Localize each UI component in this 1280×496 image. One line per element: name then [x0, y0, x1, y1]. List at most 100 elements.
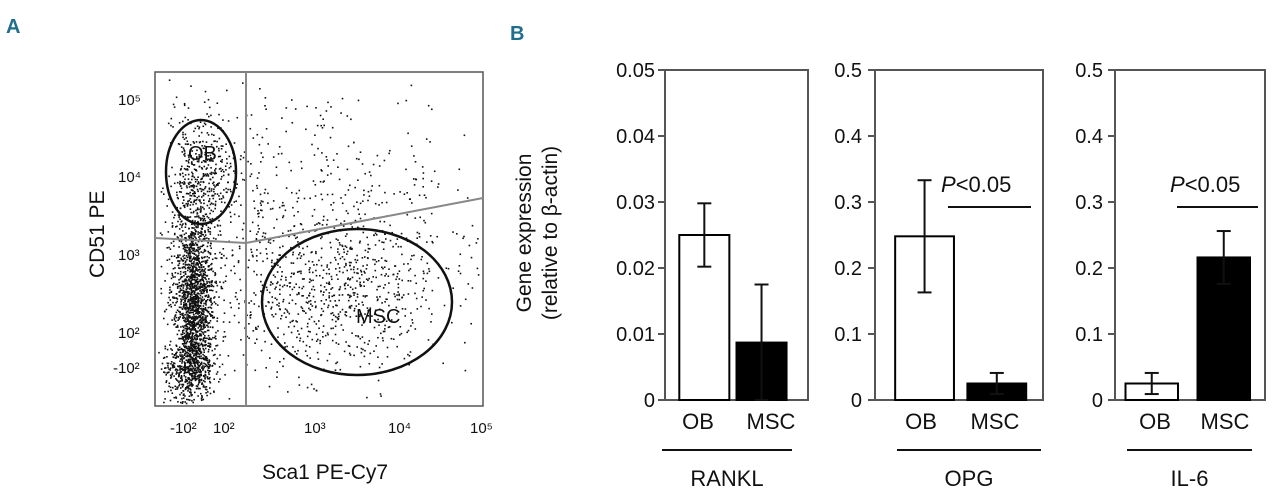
flow-dot: [198, 329, 201, 332]
flow-dot: [271, 283, 274, 285]
flow-dot: [206, 190, 209, 193]
flow-dot: [236, 236, 238, 239]
flow-dot: [344, 313, 346, 316]
y-tick-label: 0.03: [616, 192, 655, 214]
flow-dot: [296, 336, 298, 339]
flow-dot: [178, 291, 180, 293]
flow-dot: [190, 262, 193, 265]
flow-dot: [188, 395, 191, 397]
flow-dot: [343, 220, 346, 222]
flow-dot: [187, 300, 189, 303]
flow-dot: [403, 263, 405, 265]
flow-dot: [372, 276, 374, 278]
flow-dot: [385, 320, 388, 322]
flow-dot: [308, 269, 311, 271]
flow-dot: [204, 307, 207, 309]
flow-dot: [203, 290, 205, 292]
flow-dot: [182, 259, 185, 262]
flow-dot: [187, 347, 189, 350]
flow-dot: [216, 371, 219, 373]
flow-dot: [401, 308, 404, 310]
flow-dot: [190, 302, 193, 305]
flow-dot: [328, 273, 331, 275]
flow-dot: [191, 302, 194, 305]
flow-dot: [201, 286, 204, 289]
flow-dot: [204, 318, 207, 320]
flow-dot: [191, 233, 194, 235]
flow-dot: [229, 188, 231, 191]
flow-dot: [326, 193, 329, 196]
flow-dot: [168, 368, 170, 371]
flow-dot: [216, 304, 219, 306]
flow-dot: [211, 267, 213, 270]
flow-dot: [191, 334, 194, 336]
flow-dot: [392, 338, 395, 340]
flow-dot: [204, 357, 206, 359]
flow-dot: [192, 250, 194, 252]
flow-dot: [426, 262, 429, 265]
flow-dot: [189, 305, 191, 308]
flow-dot: [387, 291, 390, 294]
flow-dot: [255, 238, 258, 240]
flow-dot: [179, 289, 182, 292]
flow-dot: [193, 253, 196, 255]
flow-dot: [200, 152, 203, 154]
flow-dot: [192, 262, 195, 265]
flow-dot: [214, 363, 216, 365]
flow-dot: [166, 356, 168, 358]
flow-dot: [194, 220, 196, 222]
flow-dot: [184, 327, 187, 330]
flow-dot: [173, 255, 176, 257]
flow-dot: [262, 200, 264, 203]
flow-dot: [209, 342, 211, 345]
flow-dot: [193, 192, 195, 195]
flow-dot: [308, 271, 311, 274]
flow-dot: [191, 316, 194, 318]
flow-dot: [227, 120, 230, 122]
flow-dot: [199, 283, 202, 286]
flow-dot: [192, 317, 194, 320]
flow-dot: [214, 353, 216, 356]
flow-dot: [195, 185, 198, 188]
flow-dot: [204, 277, 206, 279]
flow-dot: [346, 115, 349, 117]
flow-dot: [265, 367, 267, 369]
flow-dot: [180, 185, 182, 187]
flow-dot: [198, 378, 201, 381]
flow-dot: [198, 379, 200, 382]
flow-dot: [166, 348, 169, 351]
flow-dot: [321, 236, 323, 238]
flow-dot: [271, 259, 273, 262]
flow-dot: [215, 282, 218, 284]
flow-dot: [186, 250, 188, 252]
flow-dot: [192, 283, 194, 285]
flow-dot: [209, 380, 211, 383]
flow-dot: [452, 231, 454, 233]
flow-dot: [187, 154, 190, 157]
flow-dot: [193, 130, 195, 133]
flow-dot: [189, 299, 192, 302]
flow-dot: [184, 246, 186, 249]
flow-dot: [355, 261, 358, 264]
flow-dot: [194, 195, 196, 198]
flow-dot: [180, 333, 183, 336]
flow-dot: [196, 281, 198, 283]
flow-dot: [229, 302, 232, 304]
flow-dot: [203, 273, 205, 275]
flow-dot: [209, 346, 211, 348]
flow-dot: [190, 317, 193, 319]
flow-dot: [190, 195, 193, 197]
flow-dot: [279, 288, 281, 291]
flow-dot: [185, 336, 187, 339]
flow-dot: [166, 323, 169, 326]
flow-dot: [347, 278, 349, 280]
flow-dot: [292, 253, 294, 256]
flow-dot: [361, 163, 364, 165]
flow-dot: [196, 261, 198, 264]
flow-dot: [169, 340, 172, 343]
flow-dot: [366, 264, 368, 266]
flow-dot: [197, 240, 200, 243]
flow-dot: [210, 304, 213, 306]
flow-dot: [180, 240, 183, 243]
flow-dot: [200, 167, 203, 169]
